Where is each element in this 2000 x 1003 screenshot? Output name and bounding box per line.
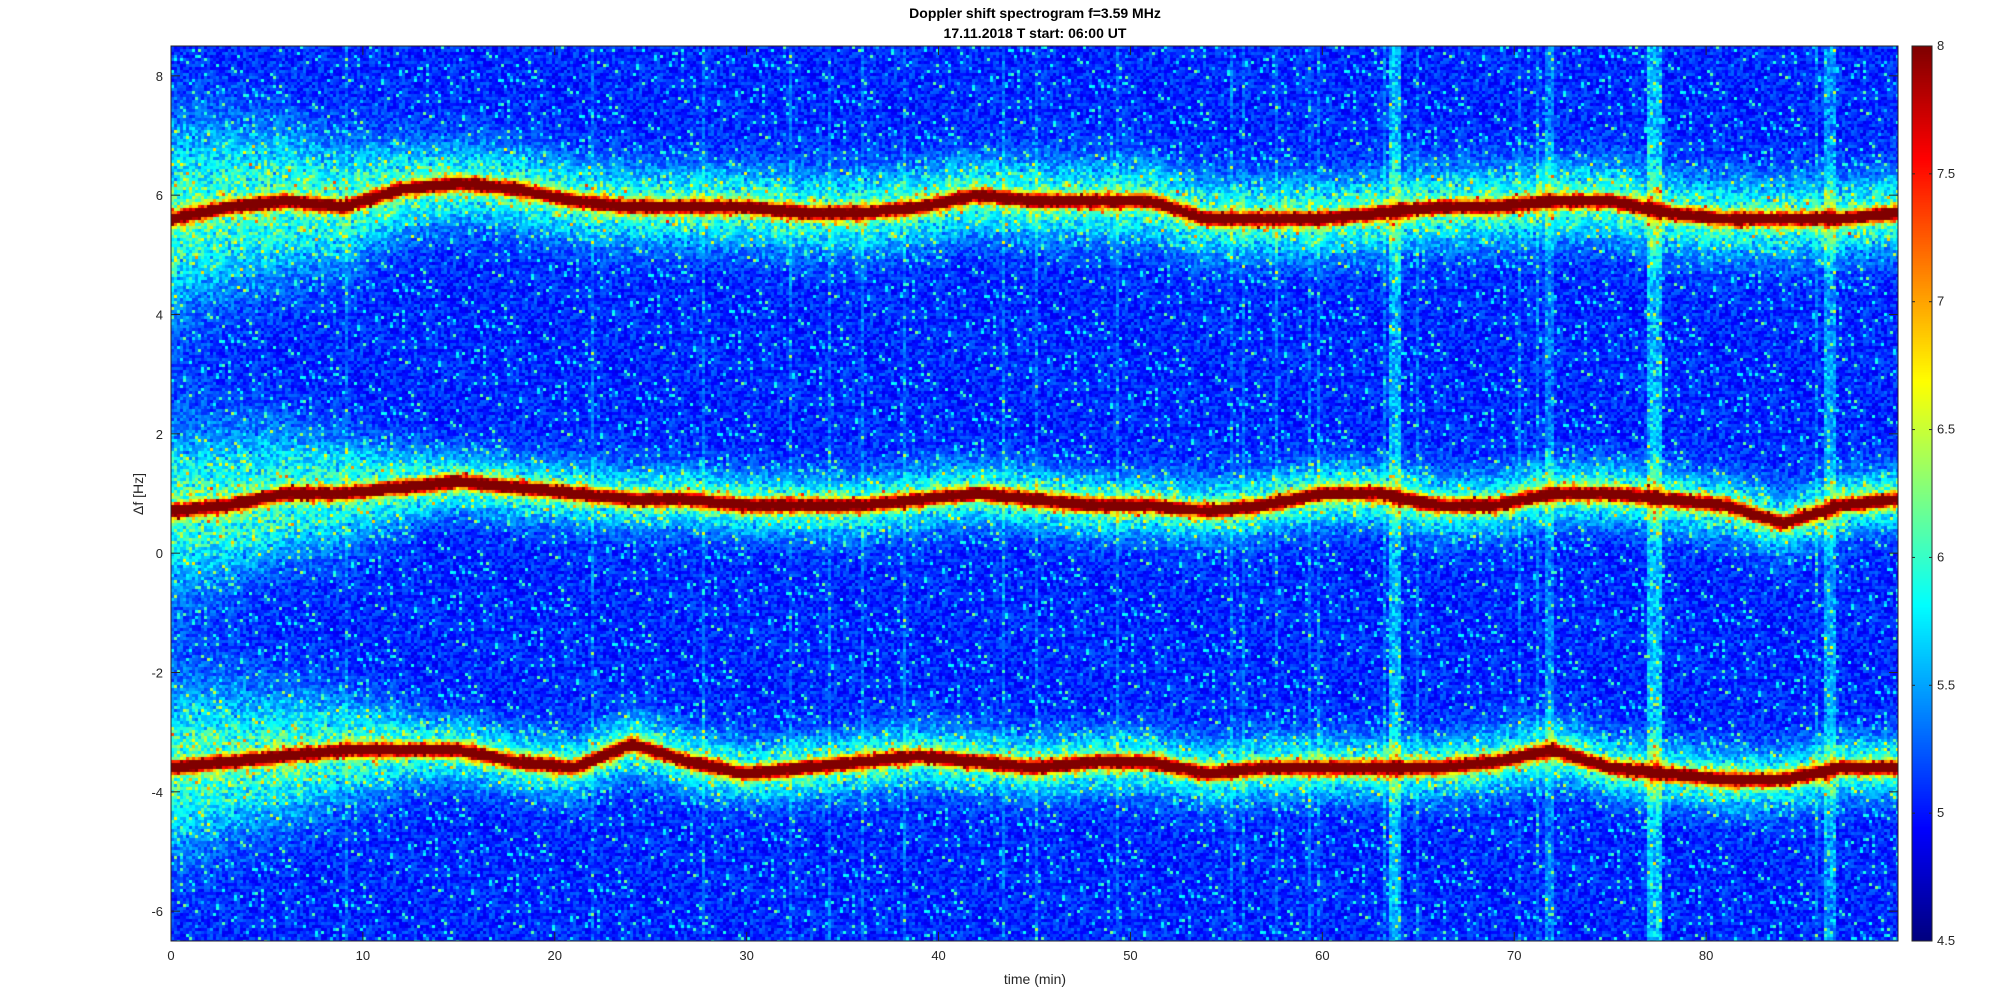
x-axis-label: time (min) [1004, 971, 1066, 987]
colorbar-tick-label: 7.5 [1937, 166, 1955, 181]
x-axis-ticks: 0 10 20 30 40 50 60 70 80 [167, 46, 1713, 963]
x-tick-label: 60 [1315, 948, 1329, 963]
x-tick-label: 0 [167, 948, 174, 963]
colorbar-tick-label: 6 [1937, 549, 1944, 564]
colorbar-tick-label: 5 [1937, 805, 1944, 820]
y-tick-label: 8 [156, 69, 163, 84]
x-tick-label: 80 [1699, 948, 1713, 963]
x-tick-label: 30 [739, 948, 753, 963]
y-axis-label: Δf [Hz] [130, 473, 146, 515]
x-tick-label: 10 [356, 948, 370, 963]
colorbar-tick-label: 5.5 [1937, 677, 1955, 692]
x-tick-label: 20 [548, 948, 562, 963]
x-tick-label: 40 [931, 948, 945, 963]
colorbar-tick-label: 6.5 [1937, 422, 1955, 437]
chart-title: Doppler shift spectrogram f=3.59 MHz [909, 5, 1161, 21]
y-tick-label: 4 [156, 308, 163, 323]
plot-frame [170, 45, 1899, 942]
y-axis-ticks: 8 6 4 2 0 -2 -4 -6 [151, 69, 1898, 919]
y-tick-label: -6 [151, 904, 163, 919]
colorbar-gradient [1912, 46, 1932, 941]
y-tick-label: 6 [156, 188, 163, 203]
colorbar-tick-label: 4.5 [1937, 933, 1955, 948]
colorbar-frame [1911, 45, 1933, 942]
colorbar-ticks: 8 7.5 7 6.5 6 5.5 5 4.5 [1912, 38, 1955, 948]
y-tick-label: 2 [156, 427, 163, 442]
y-tick-label: -2 [151, 666, 163, 681]
colorbar-tick-label: 7 [1937, 294, 1944, 309]
x-tick-label: 70 [1507, 948, 1521, 963]
spectrogram-heatmap [171, 46, 1898, 941]
y-tick-label: -4 [151, 785, 163, 800]
x-tick-label: 50 [1123, 948, 1137, 963]
y-tick-label: 0 [156, 546, 163, 561]
chart-subtitle: 17.11.2018 T start: 06:00 UT [944, 25, 1127, 41]
colorbar-tick-label: 8 [1937, 38, 1944, 53]
